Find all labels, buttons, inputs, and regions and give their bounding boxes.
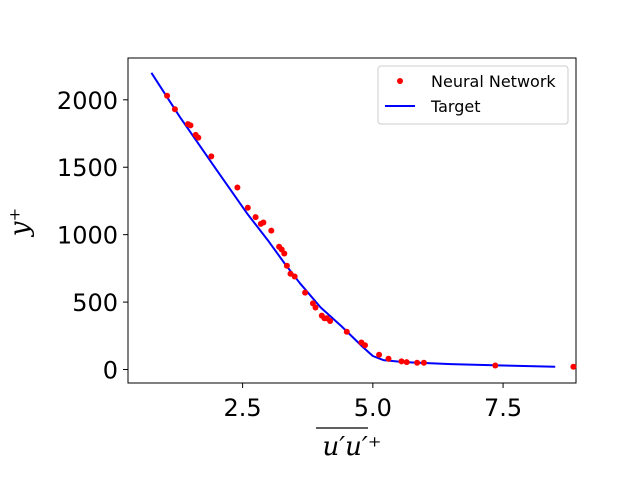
y-tick-label: 2000 [57,87,118,115]
y-tick-label: 1500 [57,154,118,182]
data-point [291,273,298,280]
data-point [420,359,427,366]
data-point [312,304,319,311]
data-point [234,184,241,191]
series-line-target [150,72,556,368]
data-point [362,342,368,349]
x-axis-label: u′u′⁺ [322,432,381,462]
data-point [570,363,577,370]
data-point [492,362,499,369]
data-point [385,355,392,362]
x-tick-label: 2.5 [224,394,262,422]
x-tick-label: 5.0 [354,394,392,422]
legend-label-neural-network: Neural Network [431,72,556,91]
data-point [252,214,259,221]
data-point [376,351,383,358]
data-point [244,204,251,211]
legend-frame [377,65,569,125]
plot-frame [127,57,577,384]
data-point [283,262,290,269]
legend: Neural Network Target [377,65,569,125]
legend-label-target: Target [430,97,481,116]
data-point [403,359,410,366]
data-point [302,289,309,296]
data-point [398,358,405,365]
y-tick-label: 0 [103,357,118,385]
data-point [327,318,334,324]
data-point [195,134,202,141]
series-layer [150,72,577,370]
data-point [187,122,194,129]
y-tick-label: 1000 [57,222,118,250]
y-axis-ticks: 0 500 1000 1500 2000 [57,87,128,385]
data-point [171,106,178,113]
data-point [268,227,275,234]
y-axis-label: y⁺ [5,208,35,237]
data-point [260,219,267,226]
data-point [343,328,350,335]
x-axis-ticks: 2.5 5.0 7.5 [224,383,522,422]
data-point [414,359,421,366]
data-point [208,153,215,160]
data-point [281,250,288,257]
x-tick-label: 7.5 [484,394,522,422]
y-tick-label: 500 [72,289,118,317]
x-axis-label-group: u′u′⁺ [316,427,382,462]
data-point [164,92,171,99]
legend-marker-neural-network [397,78,403,84]
plot-area [127,57,577,384]
